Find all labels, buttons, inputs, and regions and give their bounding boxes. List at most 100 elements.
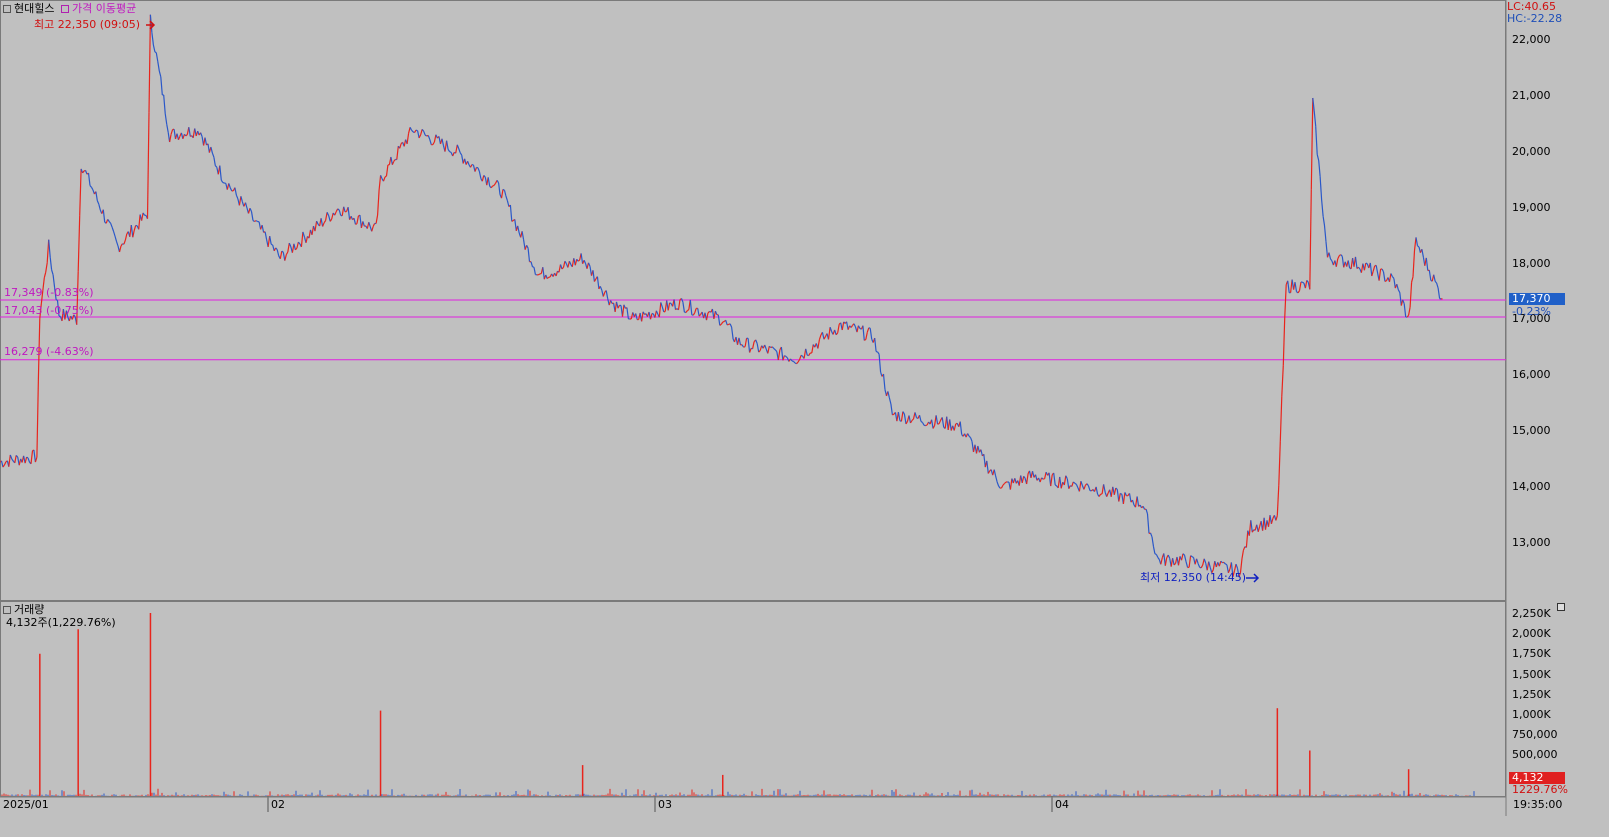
panel-collapse-icon[interactable] <box>3 606 11 614</box>
price-segment <box>908 415 912 424</box>
price-segment <box>1197 563 1201 568</box>
price-segment <box>1042 478 1045 480</box>
panel-collapse-icon[interactable] <box>3 5 11 13</box>
price-segment <box>1276 485 1280 516</box>
price-segment <box>9 454 13 460</box>
price-segment <box>800 354 803 357</box>
price-segment <box>1031 471 1035 478</box>
price-segment <box>856 325 859 333</box>
volume-panel-header[interactable]: 거래량 <box>3 604 44 616</box>
price-segment <box>918 415 922 422</box>
price-segment <box>424 134 427 137</box>
price-segment <box>846 321 849 330</box>
price-segment <box>110 222 113 228</box>
price-segment <box>623 304 626 309</box>
price-segment <box>1002 483 1005 486</box>
price-segment <box>293 243 296 251</box>
price-segment <box>393 159 396 162</box>
price-segment <box>130 225 134 238</box>
price-segment <box>164 113 168 125</box>
price-segment <box>1381 268 1385 273</box>
price-segment <box>1279 396 1283 442</box>
price-segment <box>343 206 346 213</box>
price-segment <box>71 314 75 320</box>
price-segment <box>421 128 425 132</box>
price-segment <box>1245 530 1249 548</box>
price-segment <box>33 449 36 463</box>
xaxis-label-apr: 04 <box>1055 798 1069 811</box>
price-segment <box>869 328 873 340</box>
indicator-toggle-icon[interactable] <box>60 5 69 13</box>
price-segment <box>353 218 357 225</box>
price-segment <box>152 44 156 53</box>
price-segment <box>423 131 426 136</box>
price-segment <box>841 321 845 331</box>
price-segment <box>1315 126 1318 155</box>
price-segment <box>368 222 371 227</box>
price-segment <box>502 188 505 191</box>
max-price-label: 최고 22,350 (09:05) <box>34 18 141 31</box>
volume-panel-frame <box>0 601 1506 797</box>
price-segment <box>1026 473 1029 485</box>
price-segment <box>713 310 716 320</box>
price-segment <box>415 129 418 132</box>
price-segment <box>821 332 825 340</box>
price-segment <box>658 302 662 318</box>
price-segment <box>252 220 255 222</box>
price-segment <box>133 225 137 231</box>
price-segment <box>1145 509 1149 515</box>
price-segment <box>329 218 333 222</box>
price-segment <box>503 190 507 197</box>
price-panel-header[interactable]: 현대힐스 가격 이동평균 <box>3 3 136 15</box>
price-segment <box>559 264 563 270</box>
price-segment <box>827 327 831 340</box>
price-segment <box>1384 280 1387 283</box>
price-segment <box>610 300 613 304</box>
price-segment <box>726 323 729 326</box>
price-segment <box>805 348 808 356</box>
price-segment <box>835 332 839 336</box>
price-segment <box>561 266 564 270</box>
price-segment <box>240 196 243 203</box>
price-segment <box>40 290 44 304</box>
price-segment <box>577 259 581 262</box>
volume-summary: 4,132주(1,229.76%) <box>6 616 116 629</box>
price-segment <box>325 212 328 221</box>
indicator-name[interactable]: 가격 이동평균 <box>71 2 137 15</box>
price-segment <box>1399 292 1402 306</box>
price-segment <box>1375 265 1379 274</box>
price-segment <box>1388 273 1392 282</box>
price-segment <box>1226 564 1229 573</box>
price-segment <box>511 219 514 222</box>
chart-canvas[interactable] <box>0 0 1568 816</box>
price-segment <box>1050 474 1053 487</box>
price-segment <box>1034 474 1038 481</box>
volume-axis-tick: 2,000K <box>1512 627 1551 641</box>
price-segment <box>752 341 755 349</box>
price-segment <box>254 220 257 223</box>
price-segment <box>1230 562 1234 577</box>
price-segment <box>27 457 31 463</box>
price-segment <box>108 221 112 224</box>
price-segment <box>1239 558 1243 573</box>
price-segment <box>210 146 213 154</box>
price-segment <box>697 308 700 317</box>
price-segment <box>146 112 150 219</box>
price-segment <box>728 323 731 325</box>
price-segment <box>334 211 337 216</box>
price-segment <box>1075 484 1079 488</box>
price-segment <box>432 141 435 146</box>
level-label-1: 17,349 (-0.83%) <box>4 286 94 299</box>
price-segment <box>602 292 606 297</box>
price-segment <box>87 173 91 186</box>
price-segment <box>322 222 325 227</box>
price-segment <box>743 346 746 348</box>
min-arrow-icon <box>1246 573 1260 583</box>
price-segment <box>258 221 262 230</box>
price-segment <box>155 52 159 62</box>
price-segment <box>82 170 85 174</box>
panel-maximize-icon[interactable] <box>1557 603 1565 611</box>
price-segment <box>107 219 110 222</box>
price-segment <box>1223 561 1226 565</box>
price-segment <box>142 212 146 216</box>
